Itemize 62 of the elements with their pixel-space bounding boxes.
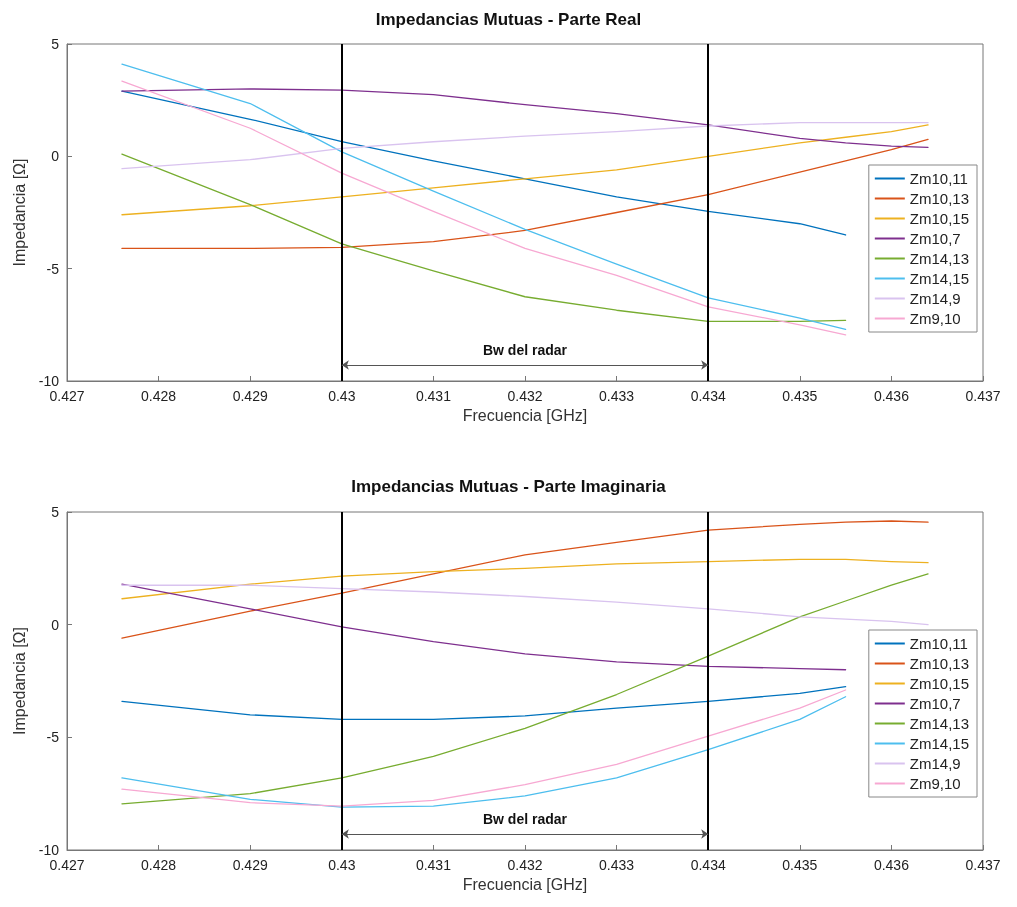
x-tick-label: 0.428: [141, 857, 177, 873]
x-axis-title: Frecuencia [GHz]: [462, 876, 588, 894]
legend-label: Zm14,9: [909, 290, 961, 307]
x-tick-label: 0.427: [49, 388, 85, 404]
y-tick-label: 0: [51, 148, 60, 165]
x-tick-label: 0.434: [690, 388, 726, 404]
line-series: [121, 558, 929, 600]
legend-label: Zm14,13: [909, 715, 970, 732]
x-tick-label: 0.433: [599, 857, 635, 873]
x-tick-label: 0.431: [415, 388, 452, 404]
x-tick-label: 0.431: [415, 857, 452, 873]
legend-label: Zm10,13: [909, 655, 970, 672]
y-tick-label: -5: [46, 260, 60, 277]
x-tick-label: 0.435: [782, 388, 818, 404]
legend-label: Zm9,10: [909, 775, 961, 792]
legend-label: Zm14,15: [909, 270, 970, 287]
x-tick-label: 0.43: [328, 388, 356, 404]
x-tick-label: 0.432: [507, 857, 543, 873]
x-tick-label: 0.427: [49, 857, 85, 873]
x-tick-label: 0.428: [141, 388, 177, 404]
x-tick-label: 0.437: [965, 388, 1001, 404]
line-series: [121, 121, 929, 170]
legend-label: Zm10,11: [909, 635, 968, 652]
y-tick-label: -10: [38, 373, 60, 389]
y-tick-label: -10: [38, 842, 60, 858]
line-series: [121, 583, 847, 671]
x-tick-label: 0.432: [507, 388, 543, 404]
legend-label: Zm10,7: [909, 695, 961, 712]
y-tick-label: -5: [46, 729, 60, 746]
x-tick-label: 0.43: [328, 857, 356, 873]
x-axis-title: Frecuencia [GHz]: [462, 407, 588, 425]
legend-label: Zm10,13: [909, 190, 970, 207]
x-tick-label: 0.429: [232, 388, 268, 404]
annotation: Bw del radar: [482, 811, 568, 827]
x-tick-label: 0.429: [232, 857, 268, 873]
x-tick-label: 0.434: [690, 857, 726, 873]
line-series: [121, 685, 847, 720]
legend-label: Zm10,15: [909, 210, 970, 227]
x-tick-label: 0.437: [965, 857, 1001, 873]
legend-label: Zm14,15: [909, 735, 970, 752]
y-tick-label: 5: [51, 36, 60, 52]
line-series: [121, 520, 929, 639]
y-axis-title: Impedancia [Ω]: [11, 626, 29, 736]
y-tick-label: 5: [51, 504, 60, 520]
x-tick-label: 0.436: [873, 388, 910, 404]
line-series: [121, 88, 929, 148]
x-tick-label: 0.433: [599, 388, 635, 404]
line-series: [121, 584, 929, 626]
y-axis-title: Impedancia [Ω]: [11, 158, 29, 267]
legend-label: Zm10,11: [909, 170, 968, 187]
line-series: [121, 153, 847, 323]
chart-title: Impedancias Mutuas - Parte Real: [375, 10, 642, 29]
legend-label: Zm14,13: [909, 250, 970, 267]
legend-label: Zm10,7: [909, 230, 961, 247]
legend-label: Zm9,10: [909, 310, 961, 327]
y-tick-label: 0: [51, 616, 60, 633]
annotation: Bw del radar: [482, 342, 568, 358]
x-tick-label: 0.436: [873, 857, 910, 873]
chart-title: Impedancias Mutuas - Parte Imaginaria: [351, 477, 667, 496]
legend-label: Zm14,9: [909, 755, 961, 772]
x-tick-label: 0.435: [782, 857, 818, 873]
legend-label: Zm10,15: [909, 675, 970, 692]
